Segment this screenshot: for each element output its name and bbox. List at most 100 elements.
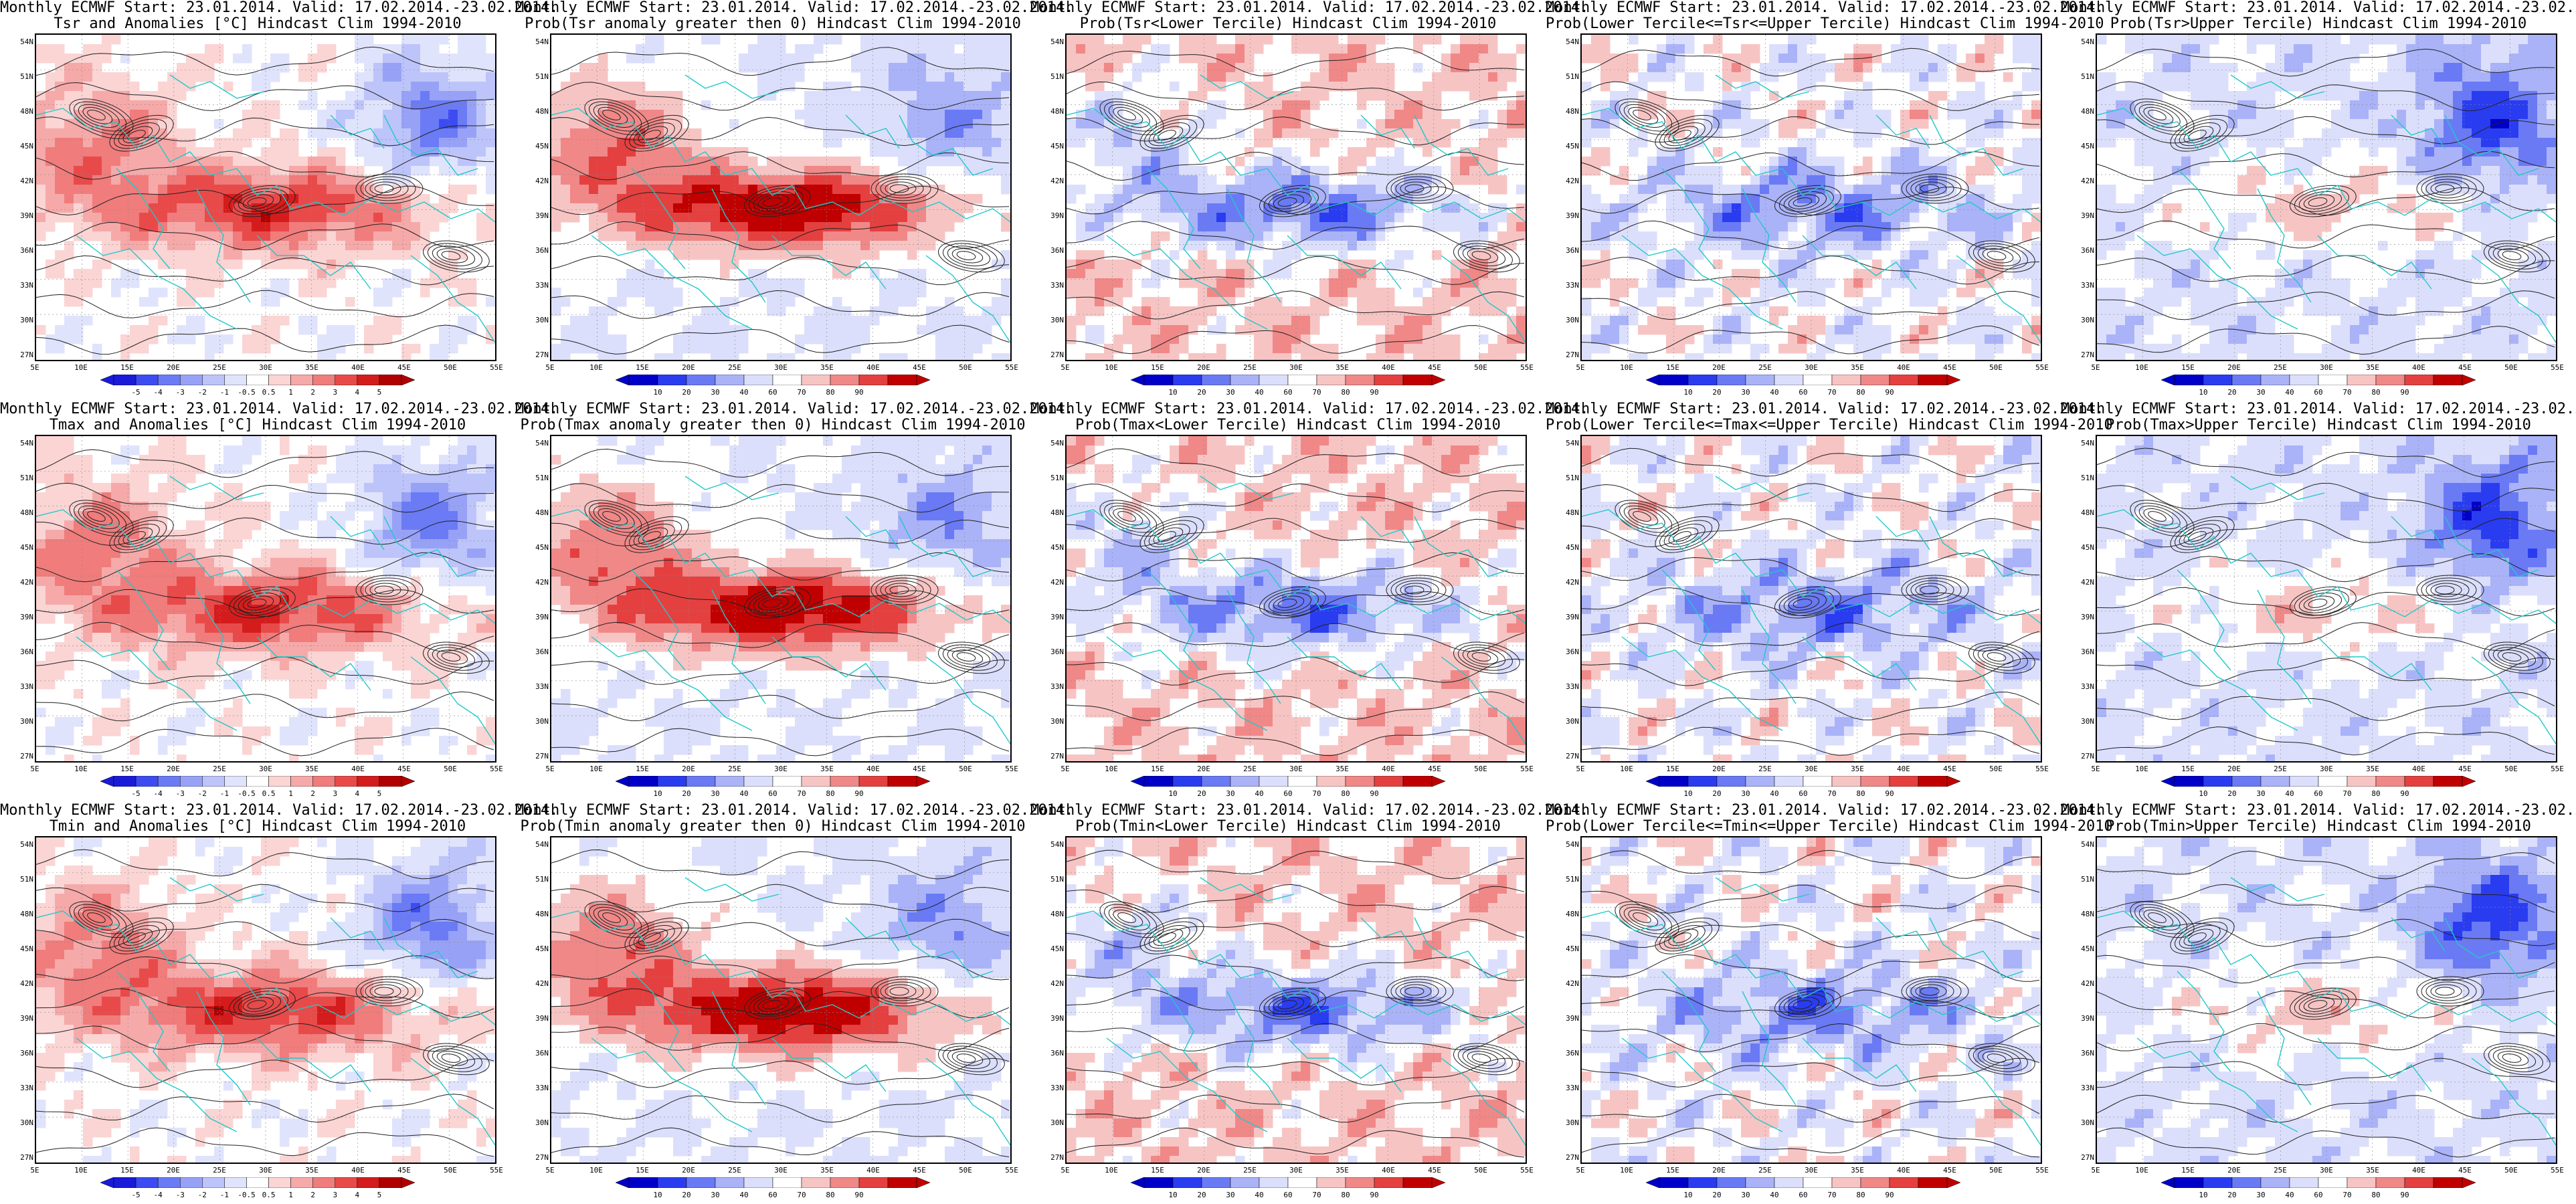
colorbar-tick-label: 80: [1856, 388, 1865, 397]
colorbar-tick-label: 20: [2227, 388, 2237, 397]
colorbar-swatch: [743, 776, 773, 787]
graticule: [551, 436, 1010, 761]
longitude-tick-label: 40E: [1897, 1166, 1910, 1175]
longitude-tick-label: 5E: [545, 765, 555, 773]
latitude-tick-label: 48N: [1050, 910, 1064, 918]
colorbar-swatch: [268, 1177, 291, 1188]
latitude-tick-label: 51N: [2081, 72, 2094, 81]
longitude-tick-label: 15E: [1666, 765, 1679, 773]
latitude-tick-label: 51N: [1566, 875, 1579, 884]
colorbar-swatch: [2433, 1177, 2463, 1188]
longitude-tick-label: 40E: [866, 363, 880, 372]
colorbar-swatch: [1860, 375, 1890, 385]
colorbar-tick-label: 70: [797, 1191, 806, 1199]
map-canvas: [551, 837, 1010, 1163]
colorbar-tick-label: 2: [310, 789, 315, 798]
longitude-tick-label: 25E: [2274, 765, 2287, 773]
colorbar-swatch: [2174, 375, 2204, 385]
latitude-tick-label: 30N: [20, 316, 33, 324]
colorbar-swatch: [1345, 1177, 1375, 1188]
longitude-tick-label: 40E: [1897, 765, 1910, 773]
isolines: [36, 449, 494, 757]
latitude-tick-label: 45N: [2081, 944, 2094, 953]
isolines: [1067, 47, 1525, 355]
colorbar-under-triangle: [1646, 1177, 1660, 1188]
colorbar-tick-label: 10: [2199, 388, 2208, 397]
latitude-tick-label: 27N: [2081, 350, 2094, 359]
colorbar-under-triangle: [1131, 375, 1145, 385]
colorbar-tick-label: 10: [2199, 1191, 2208, 1199]
latitude-tick-label: 30N: [1050, 1118, 1064, 1127]
longitude-tick-label: 5E: [1061, 1166, 1070, 1175]
colorbar-swatch: [801, 776, 831, 787]
colorbar-swatch: [628, 776, 658, 787]
colorbar-tick-label: 60: [768, 388, 777, 397]
latitude-tick-label: 45N: [535, 142, 549, 150]
map-frame: [1065, 435, 1527, 763]
longitude-tick-label: 15E: [2181, 1166, 2195, 1175]
panel-title: Prob(Tmin>Upper Tercile) Hindcast Clim 1…: [2106, 818, 2531, 835]
latitude-tick-label: 45N: [20, 944, 33, 953]
latitude-tick-label: 33N: [1050, 1084, 1064, 1092]
longitude-tick-label: 50E: [444, 765, 457, 773]
colorbar-swatch: [312, 1177, 336, 1188]
latitude-tick-label: 27N: [1566, 350, 1579, 359]
colorbar: [1131, 1177, 1445, 1188]
coastlines: [36, 74, 495, 343]
longitude-tick-label: 15E: [1666, 1166, 1679, 1175]
colorbar-tick-label: 30: [2256, 388, 2266, 397]
colorbar-over-triangle: [401, 776, 415, 787]
longitude-tick-label: 40E: [351, 765, 365, 773]
colorbar-swatch: [1659, 1177, 1689, 1188]
longitude-tick-label: 20E: [682, 363, 695, 372]
longitude-tick-label: 35E: [1851, 765, 1864, 773]
colorbar-tick-label: 80: [1341, 388, 1350, 397]
latitude-tick-label: 45N: [1050, 142, 1064, 150]
longitude-tick-label: 15E: [1151, 765, 1164, 773]
shaded-field: [2097, 35, 2556, 360]
longitude-tick-label: 55E: [1520, 363, 1534, 372]
longitude-tick-label: 50E: [444, 363, 457, 372]
colorbar-tick-label: 60: [1283, 388, 1293, 397]
longitude-tick-label: 50E: [959, 1166, 972, 1175]
panel-title: Prob(Tmin<Lower Tercile) Hindcast Clim 1…: [1075, 818, 1501, 835]
longitude-tick-label: 15E: [636, 765, 649, 773]
colorbar-swatch: [113, 1177, 136, 1188]
panel-title: Tmax and Anomalies [°C] Hindcast Clim 19…: [49, 417, 466, 433]
colorbar-tick-label: 20: [682, 1191, 691, 1199]
longitude-tick-label: 35E: [1851, 363, 1864, 372]
latitude-tick-label: 54N: [535, 840, 549, 849]
panel-title: Tmin and Anomalies [°C] Hindcast Clim 19…: [49, 818, 466, 835]
longitude-tick-label: 20E: [1197, 1166, 1210, 1175]
colorbar-tick-label: 60: [2314, 388, 2323, 397]
colorbar-swatch: [1172, 776, 1202, 787]
coastlines: [551, 877, 1010, 1146]
colorbar-tick-label: 10: [1168, 388, 1178, 397]
colorbar-swatch: [1345, 375, 1375, 385]
longitude-tick-label: 20E: [2227, 765, 2241, 773]
latitude-tick-label: 54N: [2081, 37, 2094, 46]
latitude-tick-label: 36N: [20, 647, 33, 656]
isolines: [2097, 447, 2555, 756]
colorbar-tick-label: 90: [1370, 388, 1379, 397]
longitude-tick-label: 15E: [1151, 363, 1164, 372]
colorbar-tick-label: -4: [153, 789, 163, 798]
map-frame: [2096, 435, 2557, 763]
colorbar-swatch: [224, 1177, 247, 1188]
latitude-tick-label: 39N: [1566, 211, 1579, 220]
colorbar-tick-label: 0.5: [262, 789, 276, 798]
colorbar-tick-label: 10: [1168, 1191, 1178, 1199]
colorbar-swatch: [1803, 375, 1833, 385]
colorbar: [100, 776, 415, 787]
colorbar-tick-label: 90: [2400, 789, 2409, 798]
map-frame: [1065, 836, 1527, 1164]
panel-header-line: Monthly ECMWF Start: 23.01.2014. Valid: …: [0, 802, 559, 819]
colorbar-swatch: [135, 375, 159, 385]
longitude-tick-label: 35E: [305, 363, 318, 372]
shaded-field: [2097, 436, 2556, 761]
colorbar-swatch: [202, 375, 225, 385]
forecast-panel-tsr-lower: Monthly ECMWF Start: 23.01.2014. Valid: …: [1030, 0, 1588, 401]
colorbar-tick-label: 80: [1341, 1191, 1350, 1199]
latitude-tick-label: 42N: [2081, 578, 2094, 587]
latitude-tick-label: 33N: [535, 682, 549, 691]
